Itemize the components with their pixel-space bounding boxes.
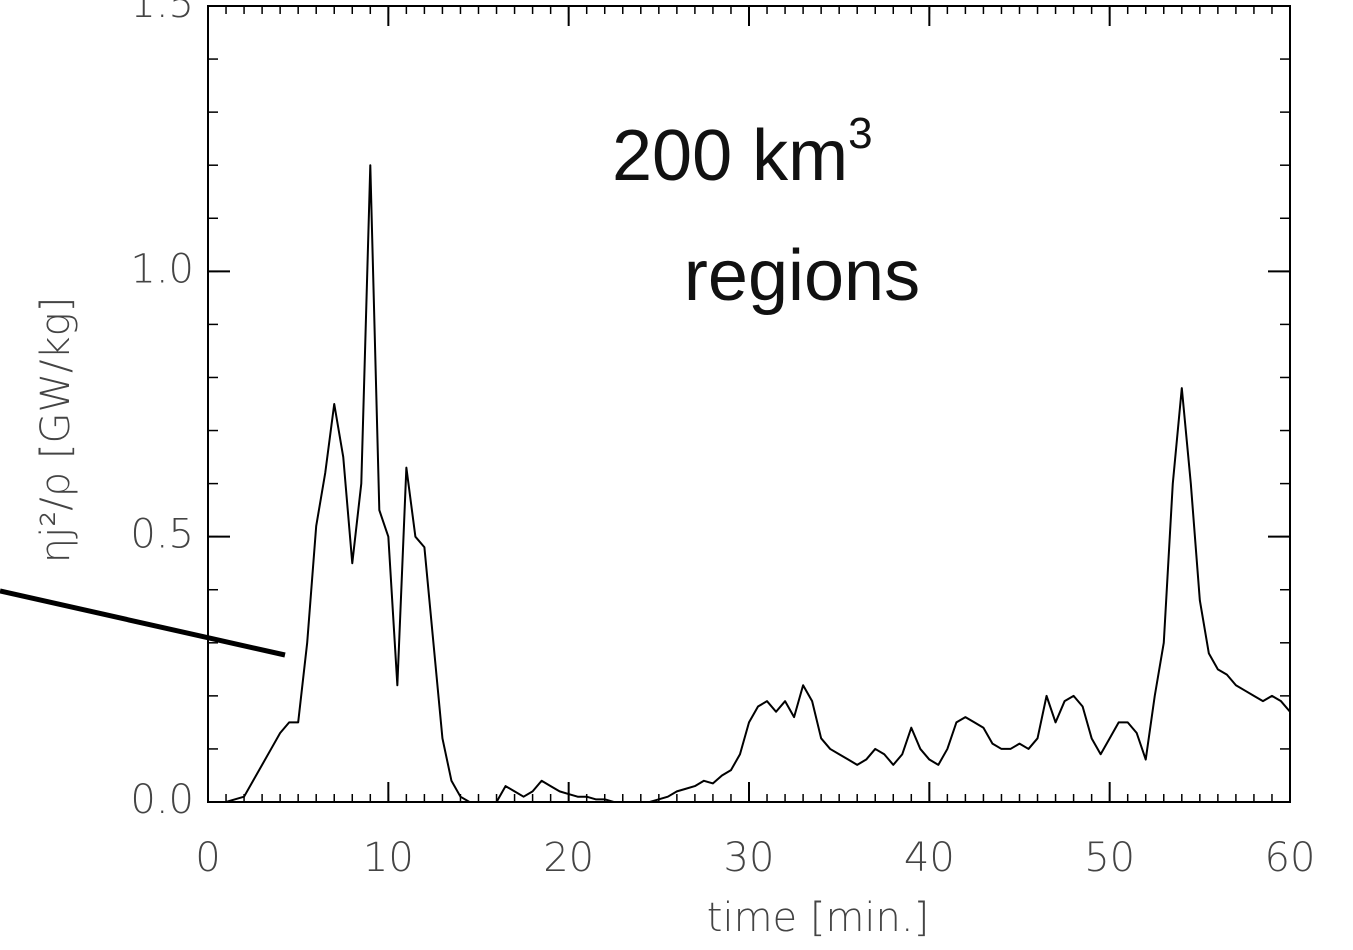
- annotation: 200 km3: [612, 109, 873, 196]
- x-tick-label: 10: [363, 835, 414, 881]
- x-tick-label: 30: [724, 835, 775, 881]
- x-tick-label: 60: [1265, 835, 1316, 881]
- y-axis-label: ηj²/ρ [GW/kg]: [33, 297, 79, 563]
- x-tick-label: 20: [543, 835, 594, 881]
- x-tick-label: 0: [195, 835, 220, 881]
- y-tick-label: 1.5: [130, 0, 194, 27]
- annotation-text: 200 km: [612, 116, 848, 196]
- x-axis-label: time [min.]: [707, 895, 929, 941]
- annotation-superscript: 3: [848, 109, 872, 158]
- x-tick-label: 50: [1084, 835, 1135, 881]
- y-tick-label: 0.5: [130, 512, 194, 558]
- pointer-line: [0, 588, 286, 658]
- y-tick-label: 0.0: [130, 777, 194, 823]
- y-tick-label: 1.0: [130, 246, 194, 292]
- data-line: [208, 164, 1291, 803]
- annotation-line2: regions: [684, 236, 920, 316]
- x-tick-label: 40: [904, 835, 955, 881]
